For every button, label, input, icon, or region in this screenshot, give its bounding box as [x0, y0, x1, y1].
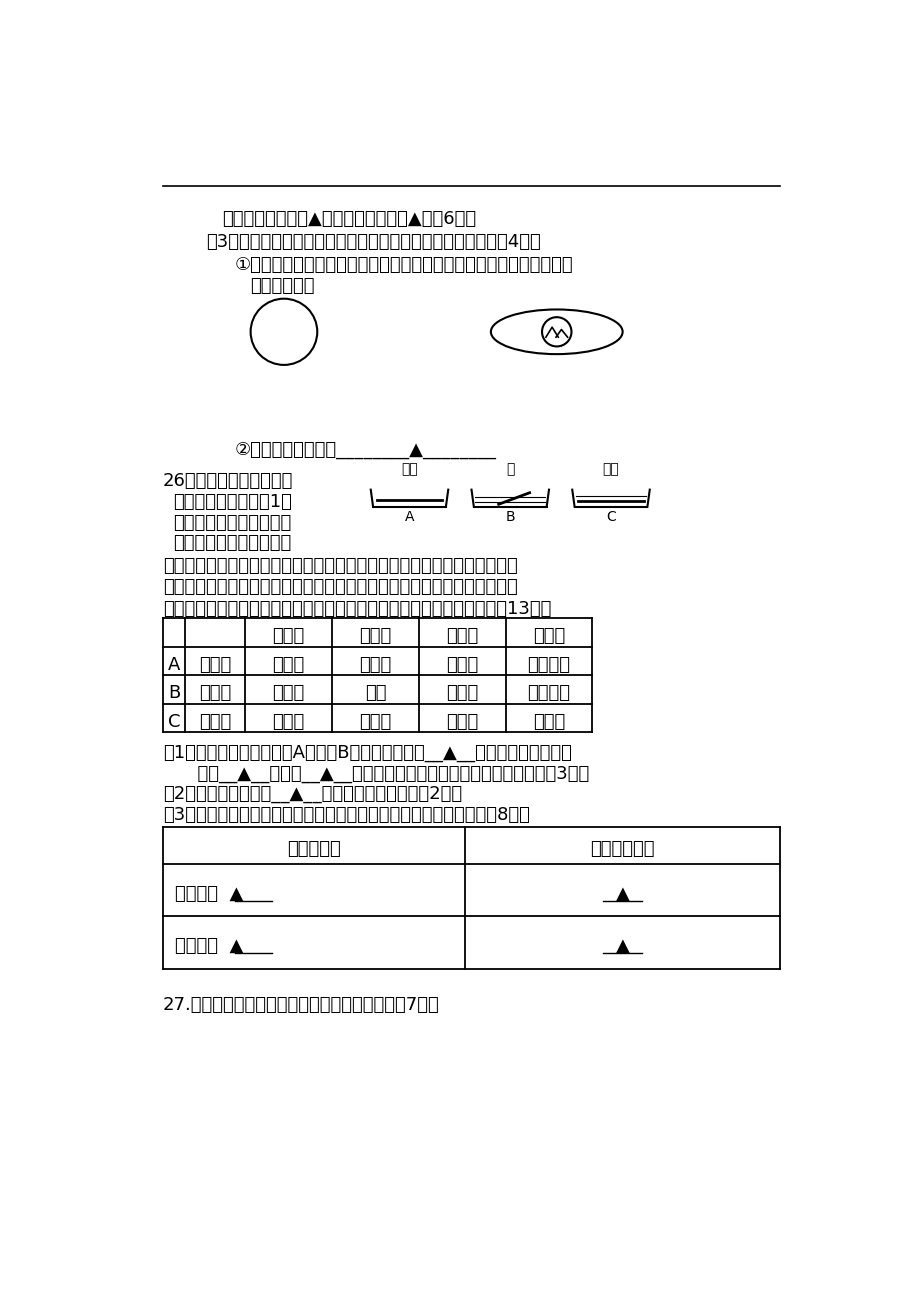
Text: 空盘子: 空盘子: [199, 656, 231, 674]
Text: 无变化: 无变化: [272, 712, 304, 730]
Text: 菜油: 菜油: [602, 462, 618, 477]
Text: 空气: 空气: [401, 462, 417, 477]
Text: （1）实验结果分析：比较A盘子和B盘子，证明在有__▲__时，铁钉容易生锈；: （1）实验结果分析：比较A盘子和B盘子，证明在有__▲__时，铁钉容易生锈；: [163, 743, 572, 762]
Text: 样大小的盘子，其中两个分别装上水、菜油，取三枚同样大小的铁钉，把一: 样大小的盘子，其中两个分别装上水、菜油，取三枚同样大小的铁钉，把一: [163, 557, 517, 574]
Text: 班第三小组的同学进行了: 班第三小组的同学进行了: [173, 513, 291, 531]
Text: （3）请用文字或画图的方法解释这一天文现象的形成原因。（4分）: （3）请用文字或画图的方法解释这一天文现象的形成原因。（4分）: [206, 233, 540, 251]
Text: B: B: [505, 509, 515, 523]
Text: 半涂黑的皮球当作▲，甲同学的头当作▲。（6分）: 半涂黑的皮球当作▲，甲同学的头当作▲。（6分）: [221, 210, 475, 228]
Text: 方法一：  ▲: 方法一： ▲: [175, 885, 243, 902]
Text: 无变化: 无变化: [359, 656, 391, 674]
Text: ▲: ▲: [615, 937, 629, 956]
Text: 无变化: 无变化: [272, 656, 304, 674]
Text: 第二天: 第二天: [359, 628, 391, 646]
Text: A: A: [167, 656, 180, 674]
Text: A: A: [404, 509, 414, 523]
Text: 第三天: 第三天: [446, 628, 478, 646]
Text: 实验探究，他们用三个同: 实验探究，他们用三个同: [173, 534, 291, 552]
Text: （3）知识应用：填写出两种防止铁生锈的方法以及能防锈的原因。（8分）: （3）知识应用：填写出两种防止铁生锈的方法以及能防锈的原因。（8分）: [163, 806, 529, 824]
Text: ①选择画图解释：请在下列关系示意图中画出发生这一天文现象时月球: ①选择画图解释：请在下列关系示意图中画出发生这一天文现象时月球: [235, 256, 573, 275]
Text: 27.阅读分析下表中的实验数据，回答问题。　（7分）: 27.阅读分析下表中的实验数据，回答问题。 （7分）: [163, 996, 439, 1013]
Text: 锈更多了: 锈更多了: [527, 685, 570, 702]
Text: 无变化: 无变化: [446, 712, 478, 730]
Text: 菜油盘: 菜油盘: [199, 712, 231, 730]
Text: 浸没在菜油里（见上图）。他们每天观察记录，观察到的现象如下表：（13分）: 浸没在菜油里（见上图）。他们每天观察记录，观察到的现象如下表：（13分）: [163, 600, 550, 617]
Text: 无变化: 无变化: [446, 656, 478, 674]
Text: C: C: [606, 509, 615, 523]
Text: 比较__▲__盘子和__▲__盘子，证明在有空气时，铁钉容易生锈。（3分）: 比较__▲__盘子和__▲__盘子，证明在有空气时，铁钉容易生锈。（3分）: [163, 764, 589, 783]
Text: 锈多了: 锈多了: [446, 685, 478, 702]
Text: 的大致位置。: 的大致位置。: [250, 277, 315, 296]
Text: 方法二：  ▲: 方法二： ▲: [175, 937, 243, 956]
Text: 防锈的方法: 防锈的方法: [287, 840, 341, 858]
Text: 能防锈的原因: 能防锈的原因: [590, 840, 654, 858]
Text: 第一天: 第一天: [272, 628, 304, 646]
Text: B: B: [167, 685, 180, 702]
Text: 关呢？东湖小学六（1）: 关呢？东湖小学六（1）: [173, 492, 291, 510]
Text: 无变化: 无变化: [359, 712, 391, 730]
Text: 水: 水: [505, 462, 514, 477]
Text: 枚铁钉放在空盘子里与空气接触，另一枚一半放在水里，还有一枚铁钉完全: 枚铁钉放在空盘子里与空气接触，另一枚一半放在水里，还有一枚铁钉完全: [163, 578, 517, 596]
Text: 生锈: 生锈: [364, 685, 386, 702]
Text: 无变化: 无变化: [532, 712, 564, 730]
Text: （2）实验结论：铁在__▲__的环境里容易生锈。（2分）: （2）实验结论：铁在__▲__的环境里容易生锈。（2分）: [163, 785, 461, 803]
Text: 水盘子: 水盘子: [199, 685, 231, 702]
Text: ②选择用文字解释：________▲________: ②选择用文字解释：________▲________: [235, 441, 496, 460]
Text: 26．铁生锈与什么因素有: 26．铁生锈与什么因素有: [163, 471, 293, 490]
Text: ▲: ▲: [615, 885, 629, 902]
Text: 有点生锈: 有点生锈: [527, 656, 570, 674]
Text: C: C: [167, 712, 180, 730]
Text: 第四天: 第四天: [532, 628, 564, 646]
Text: 水变色: 水变色: [272, 685, 304, 702]
